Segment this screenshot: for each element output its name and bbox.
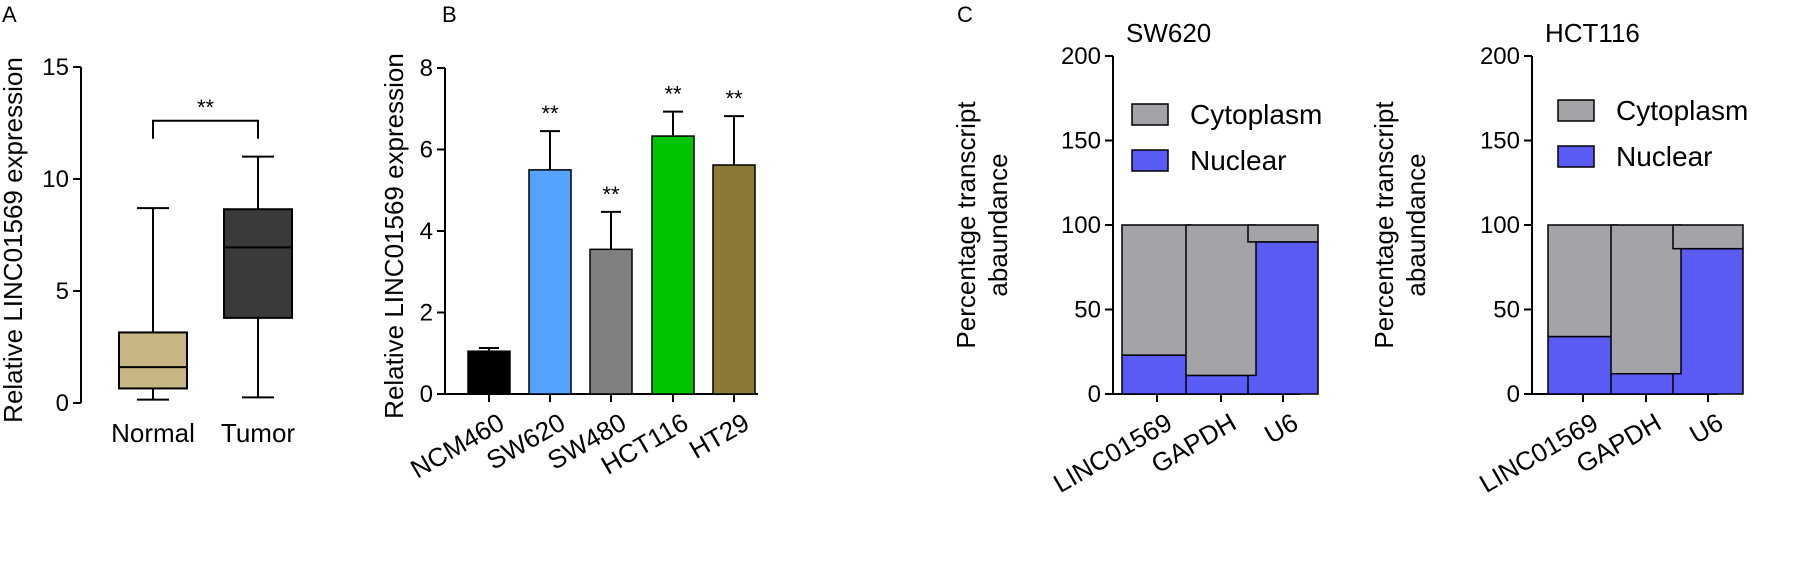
y-tick-label: 100 bbox=[1061, 212, 1101, 239]
significance-label: ** bbox=[725, 86, 743, 111]
y-tick-label: 50 bbox=[1074, 297, 1101, 324]
bar bbox=[467, 350, 511, 395]
y-axis-label: Percentage transcriptabaundance bbox=[1369, 101, 1431, 349]
y-axis-label-line: Percentage transcript bbox=[1369, 101, 1399, 349]
bar-segment-cytoplasm bbox=[1185, 224, 1257, 377]
bar-group-sw620: ** bbox=[528, 101, 572, 395]
significance-label: ** bbox=[664, 82, 682, 107]
significance-label: ** bbox=[197, 95, 215, 120]
panel-b-y-tick-label: 2 bbox=[420, 300, 433, 327]
bar-segment-nuclear bbox=[1672, 247, 1744, 395]
bar-segment-cytoplasm bbox=[1672, 224, 1744, 250]
legend-swatch-nuclear bbox=[1557, 145, 1595, 168]
bar-segment-nuclear bbox=[1610, 372, 1682, 395]
legend-label: Cytoplasm bbox=[1190, 99, 1322, 130]
panel-a-category-label: Tumor bbox=[221, 418, 295, 448]
bar-segment-cytoplasm bbox=[1547, 224, 1619, 338]
chart-title: HCT116 bbox=[1545, 18, 1640, 48]
significance-label: ** bbox=[602, 182, 620, 207]
category-label: U6 bbox=[1684, 407, 1728, 450]
panel-a-y-tick-label: 15 bbox=[42, 54, 69, 81]
y-tick-label: 150 bbox=[1480, 128, 1520, 155]
panel-a-y-axis-label: Relative LINC01569 expression bbox=[0, 57, 28, 423]
panel-a-y-tick-label: 0 bbox=[56, 390, 69, 417]
box-normal bbox=[118, 207, 188, 401]
panel-a-y-tick-label: 10 bbox=[42, 166, 69, 193]
bar-group-ht29: ** bbox=[712, 86, 756, 395]
legend-label: Nuclear bbox=[1616, 141, 1712, 172]
y-axis-label-line: abaundance bbox=[1401, 153, 1431, 296]
panel-b-y-tick-label: 0 bbox=[420, 381, 433, 408]
y-axis-label-line: abaundance bbox=[983, 153, 1013, 296]
chart-title: SW620 bbox=[1126, 18, 1211, 48]
box-iqr bbox=[118, 331, 188, 390]
panel-letter-b: B bbox=[442, 2, 457, 27]
bar-group-ncm460 bbox=[467, 346, 511, 395]
box-iqr bbox=[223, 208, 293, 319]
panel-b-y-tick-label: 8 bbox=[420, 55, 433, 82]
bar-segment-nuclear bbox=[1185, 374, 1257, 395]
panel-letter-c: C bbox=[957, 2, 973, 27]
bar bbox=[589, 248, 633, 395]
bar-segment-cytoplasm bbox=[1610, 224, 1682, 375]
y-tick-label: 0 bbox=[1507, 381, 1520, 408]
bar-group-hct116: ** bbox=[651, 82, 695, 395]
significance-label: ** bbox=[541, 101, 559, 126]
bar bbox=[651, 135, 695, 395]
panel-a-y-tick-label: 5 bbox=[56, 278, 69, 305]
bar-segment-nuclear bbox=[1121, 354, 1193, 395]
box-tumor bbox=[223, 155, 293, 399]
bar-group-sw480: ** bbox=[589, 182, 633, 395]
panel-b-category-label: HT29 bbox=[684, 407, 754, 465]
bar-segment-cytoplasm bbox=[1121, 224, 1193, 356]
y-tick-label: 150 bbox=[1061, 128, 1101, 155]
y-tick-label: 200 bbox=[1061, 43, 1101, 70]
category-label: U6 bbox=[1259, 407, 1303, 450]
legend-swatch-cytoplasm bbox=[1557, 99, 1595, 122]
bar-segment-nuclear bbox=[1247, 241, 1319, 395]
panel-letter-a: A bbox=[2, 2, 17, 27]
panel-b-bar-chart: 0 2 4 6 8 Relative LINC01569 expression ** **… bbox=[379, 53, 758, 484]
panel-c-sw620-stacked-chart: 0 50 100 150 200 SW620 Percentage transcriptab… bbox=[951, 18, 1322, 499]
panel-a-category-label: Normal bbox=[111, 418, 195, 448]
panel-c-hct116-stacked-chart: 0 50 100 150 200 HCT116 Percentage transcripta… bbox=[1369, 18, 1748, 499]
panel-b-y-tick-label: 6 bbox=[420, 137, 433, 164]
bar-segment-cytoplasm bbox=[1247, 224, 1319, 243]
y-tick-label: 100 bbox=[1480, 212, 1520, 239]
y-tick-label: 200 bbox=[1480, 43, 1520, 70]
y-axis-label: Percentage transcriptabaundance bbox=[951, 101, 1013, 349]
bar bbox=[712, 164, 756, 395]
y-axis-label-line: Percentage transcript bbox=[951, 101, 981, 349]
legend-label: Nuclear bbox=[1190, 145, 1286, 176]
legend-label: Cytoplasm bbox=[1616, 95, 1748, 126]
panel-b-y-axis-label: Relative LINC01569 expression bbox=[379, 53, 409, 419]
panel-b-y-tick-label: 4 bbox=[420, 218, 433, 245]
legend-swatch-cytoplasm bbox=[1131, 103, 1169, 126]
y-tick-label: 0 bbox=[1088, 381, 1101, 408]
legend-swatch-nuclear bbox=[1131, 149, 1169, 172]
bar-segment-nuclear bbox=[1547, 335, 1619, 395]
y-tick-label: 50 bbox=[1493, 297, 1520, 324]
significance-bracket bbox=[152, 119, 259, 139]
bar bbox=[528, 169, 572, 395]
